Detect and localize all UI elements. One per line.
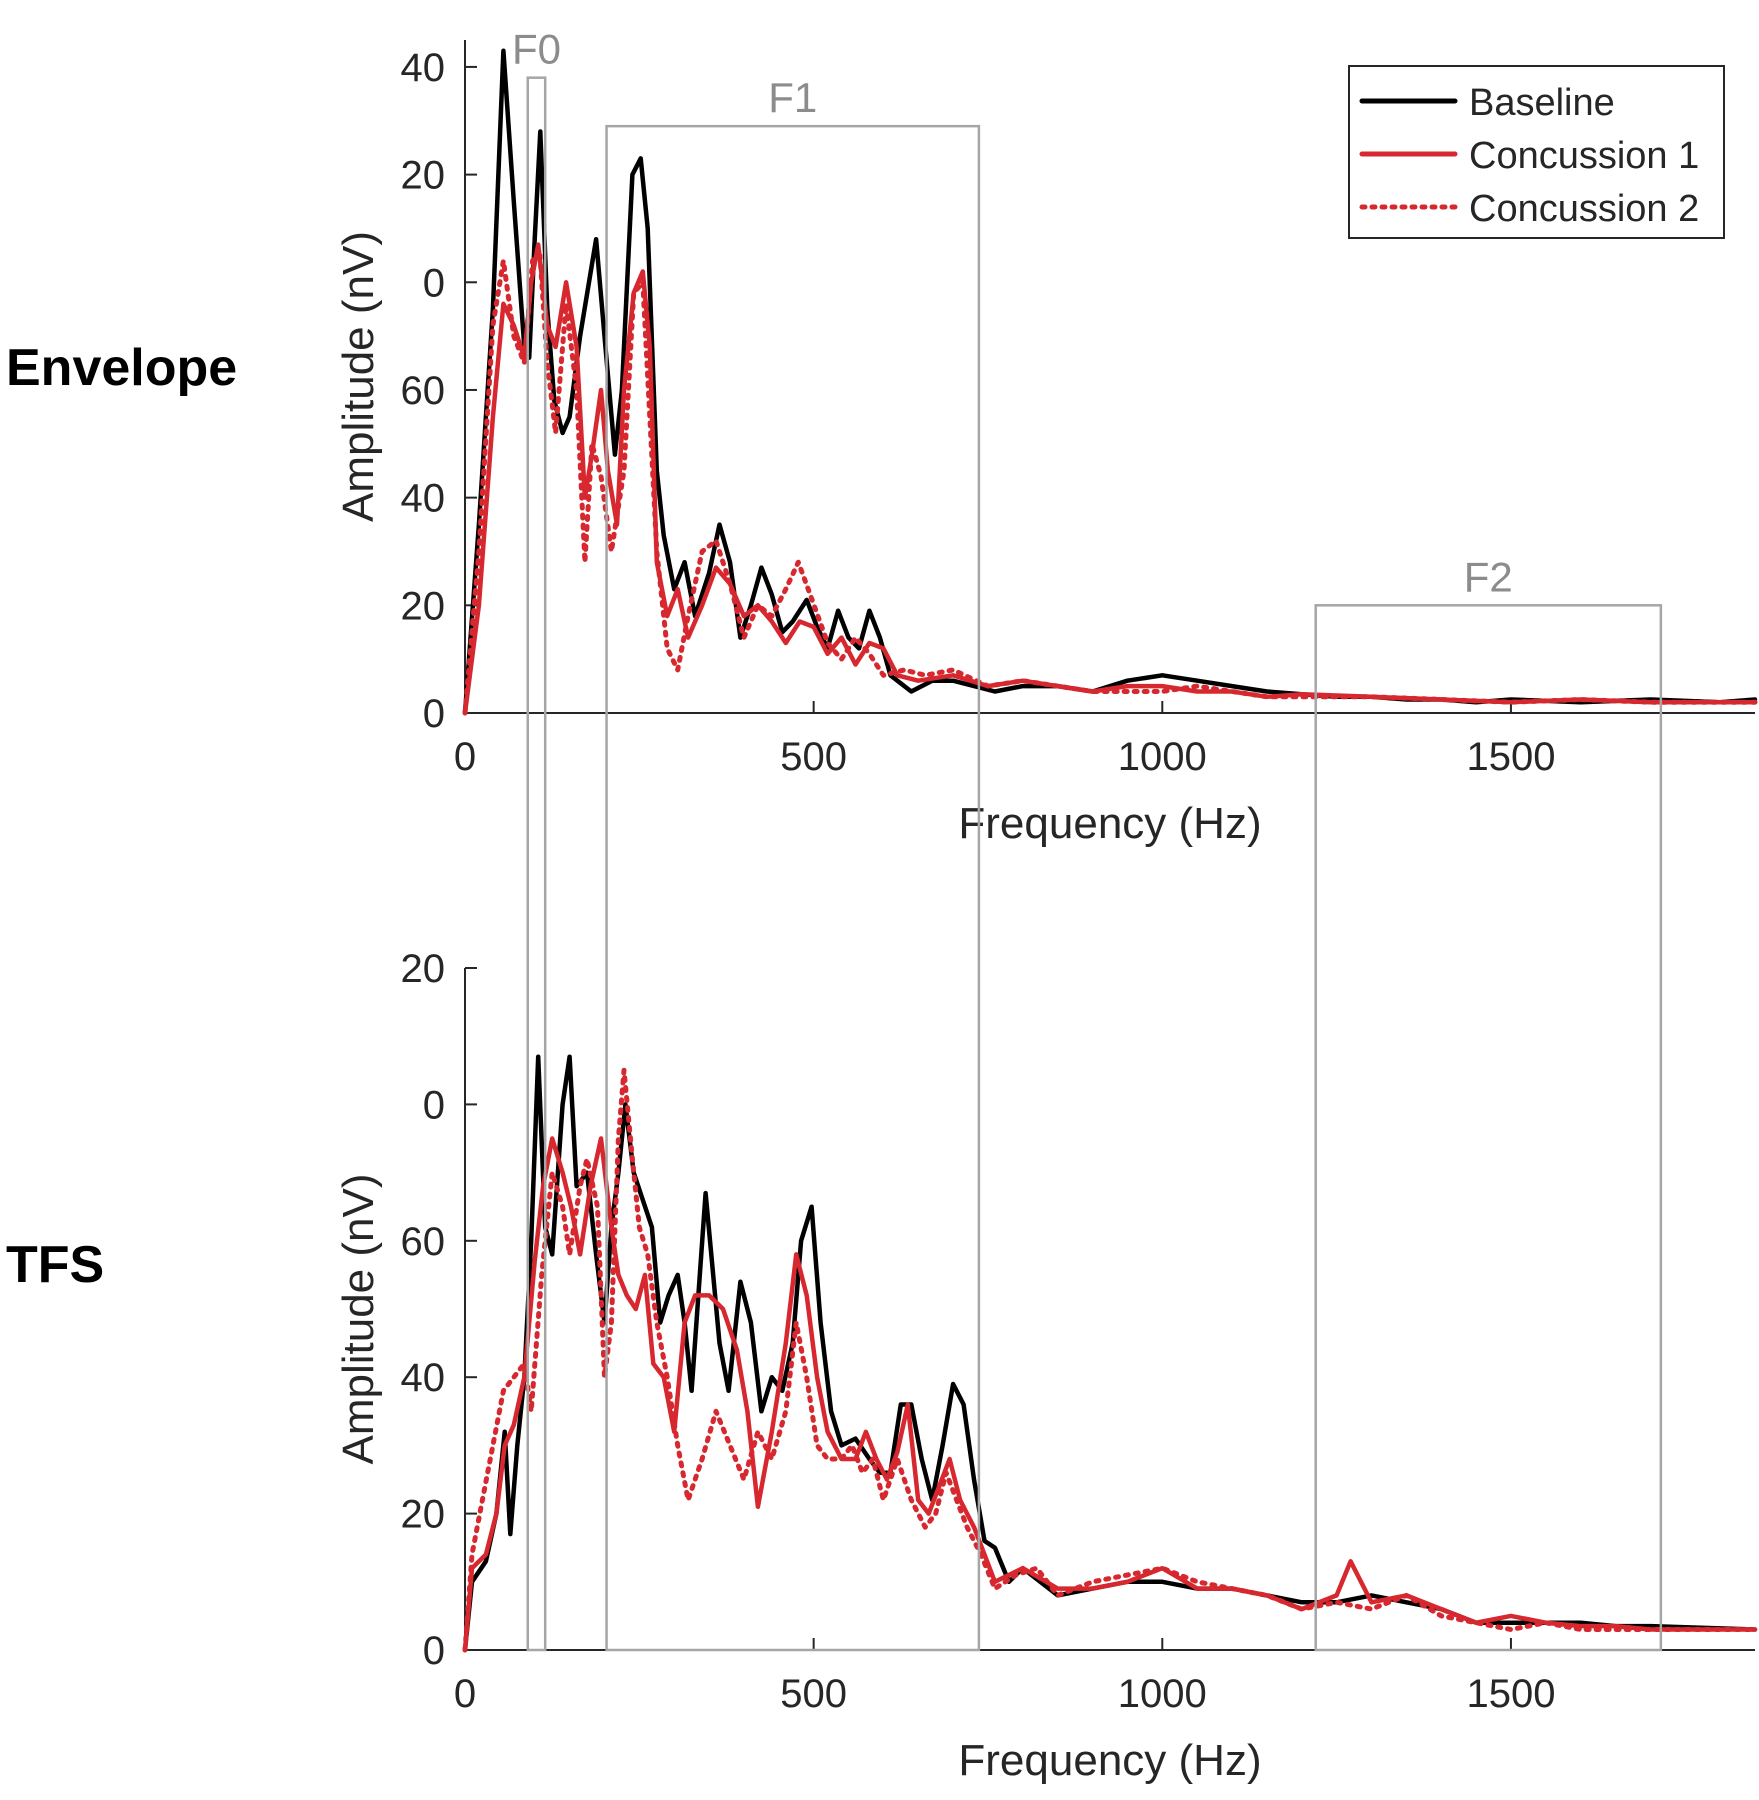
tfs-series-concussion-2	[462, 1067, 1758, 1653]
tfs-x-tick-label: 1000	[1118, 1672, 1207, 1716]
region-box-f0	[526, 76, 547, 1652]
legend-label-concussion1: Concussion 1	[1469, 135, 1699, 177]
tfs-series-concussion-1	[462, 1136, 1758, 1653]
tfs-y-tick-label: 0	[423, 1083, 445, 1127]
tfs-panel: 0 20 40 60 0 20 0 500 1000 1500 Frequency (Hz) Ampl…	[334, 947, 1758, 1785]
tfs-y-tick-label: 20	[401, 1493, 446, 1537]
envelope-x-tick-label: 0	[454, 735, 476, 779]
legend-label-concussion2: Concussion 2	[1469, 188, 1699, 230]
envelope-series-concussion-2	[462, 247, 1758, 716]
region-box-f1	[605, 124, 981, 1652]
tfs-y-tick-label: 40	[401, 1356, 446, 1400]
envelope-panel: 0 20 40 60 0 20 40 0 500 1000 1500 Frequency (Hz) Am…	[334, 40, 1758, 848]
tfs-y-tick-label: 60	[401, 1220, 446, 1264]
envelope-series-concussion-1	[462, 242, 1758, 716]
region-label-f0: F0	[512, 26, 561, 73]
envelope-x-tick-label: 1500	[1466, 735, 1555, 779]
tfs-y-axis-label: Amplitude (nV)	[334, 1173, 383, 1464]
tfs-x-tick-label: 1500	[1466, 1672, 1555, 1716]
envelope-y-tick-label: 40	[401, 46, 446, 90]
envelope-y-tick-label: 40	[401, 477, 446, 521]
tfs-x-tick-label: 500	[780, 1672, 847, 1716]
legend-label-baseline: Baseline	[1469, 82, 1615, 124]
region-box-f2	[1314, 604, 1663, 1652]
envelope-x-tick-label: 500	[780, 735, 847, 779]
region-label-f1: F1	[768, 74, 817, 121]
legend: Baseline Concussion 1 Concussion 2	[1348, 65, 1725, 239]
envelope-y-tick-label: 60	[401, 369, 446, 413]
tfs-y-tick-label: 0	[423, 1629, 445, 1673]
tfs-row-label: TFS	[6, 1236, 105, 1294]
envelope-series-baseline	[462, 48, 1758, 716]
tfs-y-tick-label: 20	[401, 947, 446, 991]
region-label-f2: F2	[1464, 553, 1513, 600]
envelope-y-axis-label: Amplitude (nV)	[334, 231, 383, 522]
envelope-y-tick-label: 0	[423, 692, 445, 736]
envelope-y-tick-label: 20	[401, 584, 446, 628]
envelope-y-tick-label: 20	[401, 154, 446, 198]
envelope-row-label: Envelope	[6, 339, 238, 397]
envelope-x-axis-label: Frequency (Hz)	[958, 799, 1261, 848]
envelope-y-tick-label: 0	[423, 261, 445, 305]
envelope-x-tick-label: 1000	[1118, 735, 1207, 779]
tfs-series-baseline	[462, 1054, 1758, 1653]
tfs-x-tick-label: 0	[454, 1672, 476, 1716]
region-boxes: F0 F1 F2	[512, 26, 1663, 1652]
tfs-x-axis-label: Frequency (Hz)	[958, 1736, 1261, 1785]
